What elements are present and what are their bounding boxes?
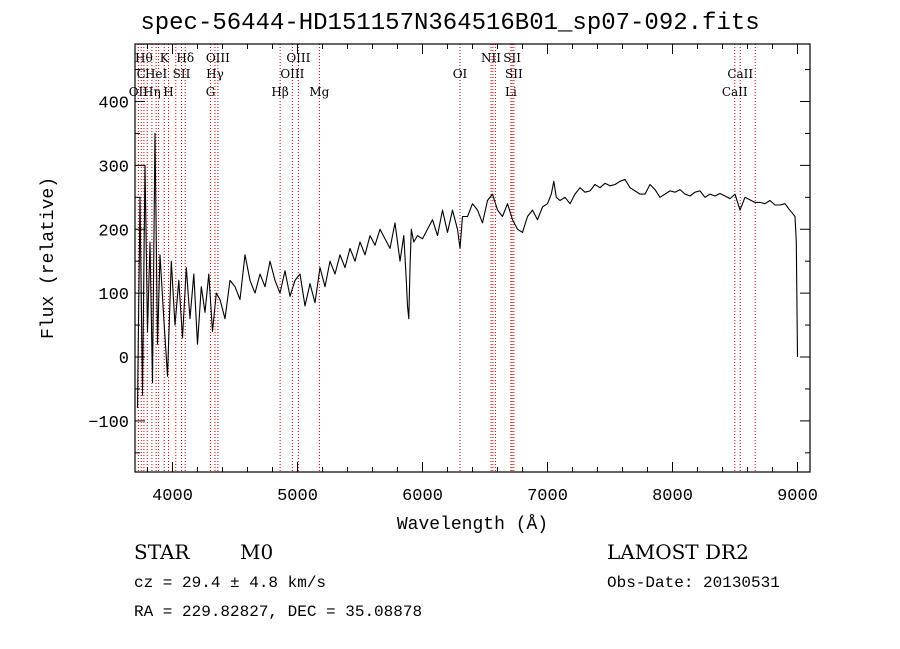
y-tick-label: 200 (98, 222, 129, 241)
x-tick-label: 5000 (277, 487, 318, 506)
x-tick-label: 7000 (527, 487, 568, 506)
spectral-line-label: SII (505, 67, 523, 81)
y-tick-label: 0 (119, 350, 129, 369)
spectral-line-label: HeI (145, 67, 168, 81)
redshift-velocity: cz = 29.4 ± 4.8 km/s (134, 574, 327, 592)
spectral-line-label: NII (481, 51, 501, 65)
y-tick-label: 400 (98, 94, 129, 113)
spectral-line-label: OIII (286, 51, 310, 65)
y-axis-label: Flux (relative) (39, 177, 59, 339)
spectral-line-label: Hγ (206, 67, 224, 81)
spectral-line-label: Hη (143, 85, 161, 99)
x-tick-label: 6000 (402, 487, 443, 506)
y-tick-label: −100 (88, 414, 129, 433)
y-tick-label: 300 (98, 158, 129, 177)
spectral-line-label: SII (503, 51, 521, 65)
object-type: STAR (134, 540, 190, 564)
spectral-line-label: H (163, 85, 173, 99)
survey-label: LAMOST DR2 (607, 540, 749, 564)
x-tick-label: 4000 (152, 487, 193, 506)
x-axis-label: Wavelength (Å) (397, 514, 548, 535)
spectral-line-label: CaII (722, 85, 748, 99)
spectral-line-label: OIII (206, 51, 230, 65)
spectral-line-label: Li (505, 85, 517, 99)
chart-title: spec-56444-HD151157N364516B01_sp07-092.f… (140, 10, 760, 37)
spectral-line-label: Mg (309, 85, 329, 99)
spectral-line-label: C (137, 67, 146, 81)
spectral-line-label: Hθ (135, 51, 153, 65)
spectral-line-label: SII (173, 67, 191, 81)
spectrum-line (136, 132, 799, 409)
spectral-line-label: OIII (280, 67, 304, 81)
plot-frame (134, 43, 811, 473)
y-tick-label: 100 (98, 286, 129, 305)
spectral-line-label: Hβ (271, 85, 288, 99)
spectral-line-label: OI (453, 67, 468, 81)
coordinates: RA = 229.82827, DEC = 35.08878 (134, 603, 423, 621)
x-tick-label: 8000 (652, 487, 693, 506)
object-subclass: M0 (240, 540, 274, 564)
spectral-line-label: G (206, 85, 216, 99)
spectral-line-label: OII (129, 85, 149, 99)
spectral-line-label: K (160, 51, 170, 65)
spectral-line-label: Hδ (176, 51, 194, 65)
observation-date: Obs-Date: 20130531 (607, 574, 780, 592)
x-tick-label: 9000 (777, 487, 818, 506)
spectral-line-label: CaII (727, 67, 753, 81)
